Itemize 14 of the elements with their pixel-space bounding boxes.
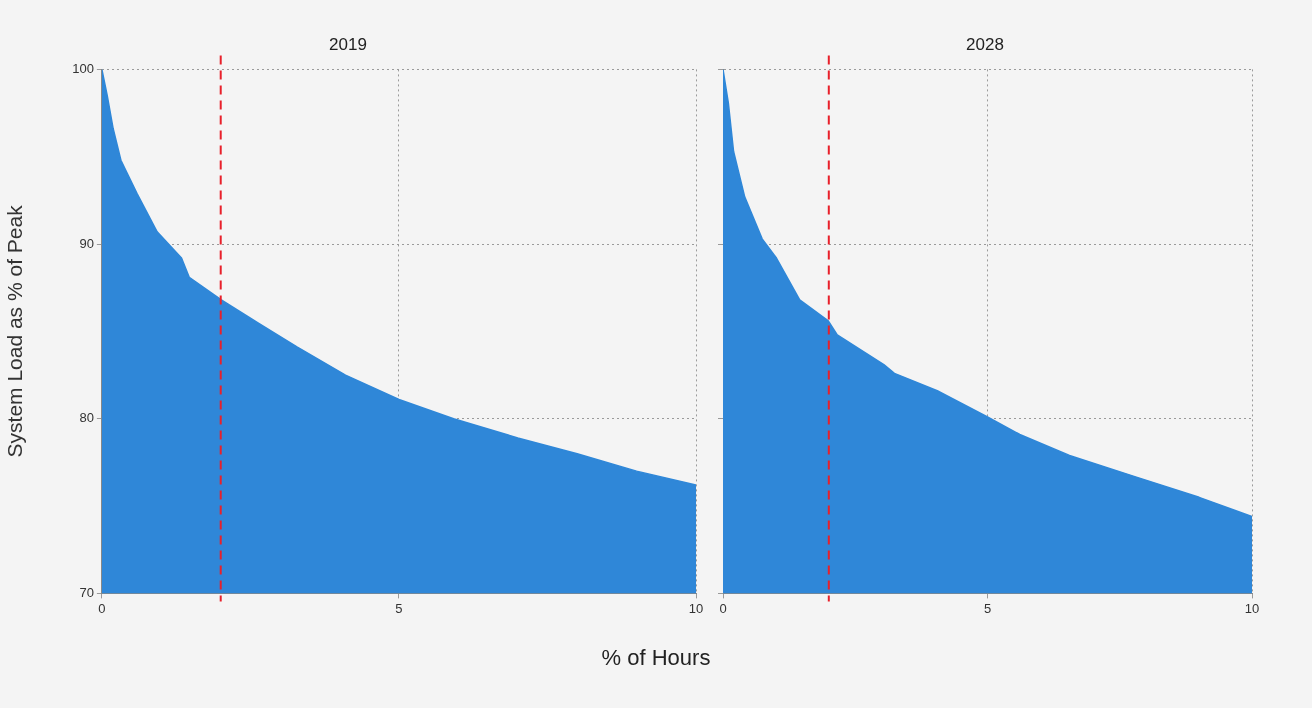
y-tick-label: 70: [79, 584, 94, 600]
y-tick-label: 100: [72, 60, 94, 76]
x-tick-label: 0: [719, 600, 727, 616]
y-axis-title: System Load as % of Peak: [3, 204, 27, 458]
y-tick-label: 90: [79, 235, 94, 251]
chart-title: 2019: [329, 34, 367, 54]
chart-title: 2028: [966, 34, 1004, 54]
x-tick-label: 10: [1244, 600, 1260, 616]
y-tick-label: 80: [79, 410, 94, 426]
x-tick-label: 5: [395, 600, 403, 616]
x-tick-label: 10: [688, 600, 704, 616]
x-tick-label: 0: [98, 600, 106, 616]
x-axis-title: % of Hours: [600, 645, 712, 671]
x-tick-label: 5: [983, 600, 992, 616]
